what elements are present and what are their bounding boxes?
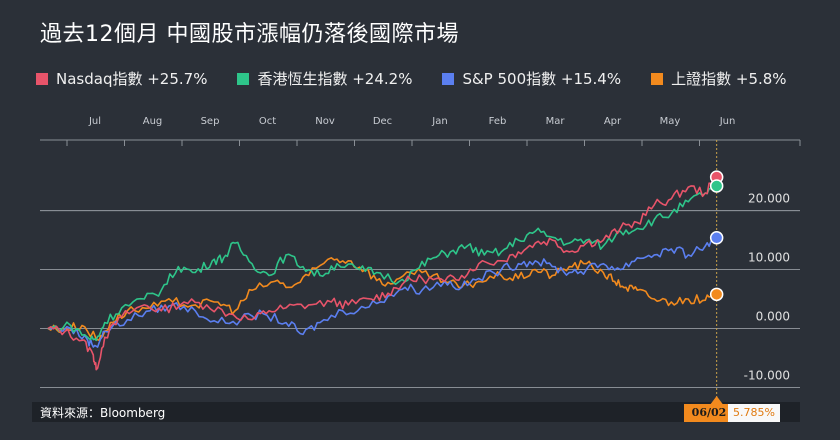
series-line-2 [47, 235, 718, 348]
x-tick-label-apr: Apr [604, 116, 622, 127]
tooltip-date: 06/02 [684, 404, 734, 422]
legend-item-sp500[interactable]: S&P 500指數 +15.4% [442, 68, 621, 89]
legend-swatch-hangseng [237, 72, 250, 85]
legend-label-shanghai: 上證指數 +5.8% [671, 70, 787, 88]
cursor-pointer-icon [710, 396, 723, 404]
y-tick-label-2: 0.000 [756, 309, 790, 323]
y-tick-label-0: 20.000 [748, 192, 790, 206]
legend-item-hangseng[interactable]: 香港恆生指數 +24.2% [237, 68, 412, 89]
legend-swatch-nasdaq [36, 72, 48, 85]
legend-swatch-sp500 [442, 72, 455, 85]
series-end-marker-3 [709, 287, 724, 302]
x-tick-label-sep: Sep [201, 116, 220, 127]
x-tick-label-jul: Jul [88, 116, 101, 127]
series-line-3 [47, 257, 718, 342]
x-tick-label-mar: Mar [546, 116, 566, 127]
legend-label-hangseng: 香港恆生指數 +24.2% [257, 70, 413, 88]
x-tick-label-may: May [660, 116, 681, 127]
footer-band [32, 402, 800, 422]
legend-label-sp500: S&P 500指數 +15.4% [462, 70, 622, 88]
series-end-marker-1 [709, 179, 724, 193]
x-tick-label-nov: Nov [315, 116, 335, 127]
x-tick-label-jan: Jan [431, 116, 447, 127]
legend-item-nasdaq[interactable]: Nasdaq指數 +25.7% [36, 68, 207, 89]
series-line-1 [47, 183, 718, 342]
y-tick-label-3: -10.000 [744, 368, 790, 382]
chart-title: 過去12個月 中國股市漲幅仍落後國際市場 [40, 22, 459, 47]
x-tick-label-jun: Jun [719, 116, 736, 127]
tooltip-value: 5.785% [728, 404, 780, 422]
source-note: 資料來源：Bloomberg [40, 406, 166, 420]
legend: Nasdaq指數 +25.7% 香港恆生指數 +24.2% S&P 500指數 … [36, 68, 820, 89]
y-tick-label-1: 10.000 [748, 251, 790, 265]
series-line-0 [47, 176, 718, 371]
legend-item-shanghai[interactable]: 上證指數 +5.8% [651, 68, 787, 89]
x-tick-label-dec: Dec [373, 116, 392, 127]
legend-swatch-shanghai [651, 72, 664, 85]
legend-label-nasdaq: Nasdaq指數 +25.7% [56, 70, 208, 88]
series-end-marker-2 [709, 231, 724, 245]
x-tick-label-feb: Feb [489, 116, 507, 127]
x-tick-label-aug: Aug [143, 116, 163, 127]
x-tick-label-oct: Oct [259, 116, 276, 127]
